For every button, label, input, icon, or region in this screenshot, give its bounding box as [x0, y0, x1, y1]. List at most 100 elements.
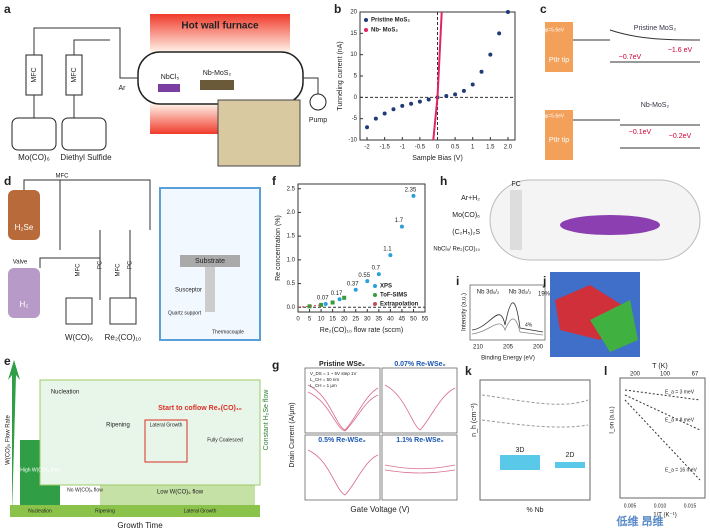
label: n_h (cm⁻²) — [471, 403, 478, 437]
panel-g-drawing — [304, 367, 458, 501]
label: Substrate — [195, 258, 225, 265]
data-label: 2.35 — [405, 187, 417, 193]
panel-label: f — [272, 174, 277, 188]
x-tick-label: 2.0 — [504, 145, 513, 151]
label: Diethyl Sulfide — [60, 153, 112, 162]
legend-label: Nb- MoS₂ — [371, 28, 398, 34]
point — [497, 31, 502, 36]
x-tick-label: 10 — [318, 317, 325, 323]
panel-label: j — [542, 274, 546, 288]
data-label: 0.17 — [331, 291, 343, 297]
point — [400, 103, 405, 108]
label: Growth Time — [117, 521, 163, 530]
x-tick-label: 1.5 — [486, 145, 495, 151]
legend-label: Pristine MoS₂ — [371, 18, 410, 24]
y-tick-label: 2.5 — [287, 186, 296, 192]
panel-label: k — [465, 364, 472, 378]
label: Drain Current (A/μm) — [289, 402, 296, 467]
label: Constant H₂Se flow — [263, 389, 270, 451]
point — [417, 99, 422, 104]
label: 0.5 % — [305, 238, 321, 244]
point — [479, 69, 484, 74]
legend-swatch — [373, 302, 377, 306]
y-tick-label: 10 — [350, 52, 357, 58]
label: Valve — [13, 260, 28, 266]
label: I_on (a.u.) — [610, 406, 616, 433]
x-tick-label: 50 — [410, 317, 417, 323]
label: High W(CO)₆ flow — [20, 467, 60, 473]
point — [365, 125, 370, 130]
label: PC — [128, 260, 134, 269]
label: Gate Voltage (V) — [350, 505, 409, 514]
point — [342, 295, 347, 300]
label: Nucleation — [28, 508, 52, 514]
point — [505, 10, 510, 14]
label: 200 — [533, 345, 544, 351]
label: (C₂H₅)₂S — [452, 229, 480, 236]
panel-label: h — [440, 174, 447, 188]
legend-swatch — [364, 28, 368, 32]
x-tick-label: 45 — [399, 317, 406, 323]
label: Ripening — [95, 508, 115, 514]
point — [382, 111, 387, 116]
point — [409, 101, 414, 106]
panel-i-drawing — [469, 284, 546, 341]
series-line — [432, 11, 443, 141]
y-tick-label: 15 — [350, 31, 357, 37]
legend-swatch — [373, 284, 377, 288]
label: Ripening — [106, 423, 130, 429]
label: 0 % — [305, 196, 316, 202]
label: ~1.6 eV — [668, 47, 693, 54]
label: 205 — [503, 345, 514, 351]
label: Mo(CO)₆ — [452, 212, 480, 219]
label: MFC — [71, 67, 78, 82]
panel-j-grain — [590, 300, 638, 352]
point — [353, 287, 358, 292]
point — [391, 107, 396, 112]
point — [376, 272, 381, 277]
label: ~0.2eV — [669, 133, 692, 140]
label: No W(CO)₆ flow — [67, 487, 103, 493]
x-tick-label: -2 — [364, 145, 370, 151]
panel-label: l — [604, 364, 607, 378]
legend-label: Extrapolation — [380, 302, 419, 308]
panel-label: b — [334, 2, 341, 16]
point — [373, 116, 378, 121]
x-tick-label: -1.5 — [379, 145, 390, 151]
label: 低维 昂维 — [615, 514, 663, 528]
x-tick-label: 35 — [375, 317, 382, 323]
label: Nb 3d₃/₂ — [509, 290, 532, 296]
label: Fully Coalesced — [207, 437, 243, 443]
label: W(CO)₆ Flow Rate — [6, 414, 12, 464]
panel-label: d — [4, 174, 11, 188]
label: Pump — [309, 117, 327, 124]
label: Lateral Growth — [184, 508, 217, 514]
label: Nb-MoS₂ — [641, 102, 670, 109]
panel-label: c — [540, 2, 547, 16]
label: Hot wall furnace — [181, 21, 259, 32]
x-tick-label: 1 — [471, 145, 475, 151]
label: MFC — [31, 67, 38, 82]
label: 1/T (K⁻¹) — [653, 513, 676, 519]
data-label: 1.7 — [395, 218, 404, 224]
label: MFC — [116, 263, 122, 277]
panel-label: g — [272, 358, 279, 372]
label: % Nb — [526, 507, 543, 514]
label: 0.005 — [624, 503, 637, 509]
panel-label: a — [4, 2, 11, 16]
x-tick-label: 40 — [387, 317, 394, 323]
label: 0.5% Re-WSe₂ — [318, 437, 365, 444]
point — [488, 52, 493, 57]
panel-h-drawing — [489, 179, 701, 261]
label: Binding Energy (eV) — [481, 356, 535, 362]
label: Thermocouple — [212, 329, 244, 335]
label: NbCl₅/ Re₂(CO)₁₀ — [433, 247, 480, 253]
label: PtIr tip — [549, 137, 569, 144]
label: MFC — [76, 263, 82, 277]
label: Re₂(CO)₁₀ — [105, 333, 142, 342]
label: 0.010 — [654, 503, 667, 509]
x-tick-label: 30 — [364, 317, 371, 323]
label: Intensity (a.u.) — [462, 293, 468, 331]
panel-e-drawing — [8, 360, 261, 517]
